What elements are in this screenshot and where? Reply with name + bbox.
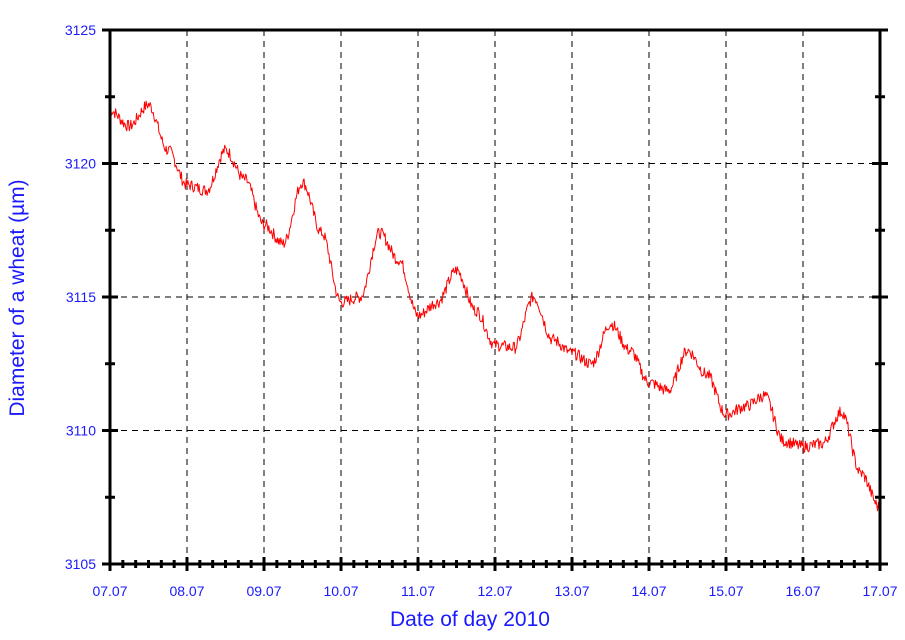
x-axis-title: Date of day 2010 — [390, 608, 550, 631]
x-tick-label: 08.07 — [169, 583, 204, 599]
x-tick-label: 07.07 — [92, 583, 127, 599]
x-tick-labels: 07.07 08.07 09.07 10.07 11.07 12.07 13.07 14.07… — [92, 583, 897, 599]
y-tick-labels: 3105 3110 3115 3120 3125 — [65, 22, 96, 572]
x-tick-label: 16.07 — [785, 583, 820, 599]
x-tick-label: 17.07 — [862, 583, 897, 599]
series-layer — [109, 100, 881, 512]
x-tick-label: 14.07 — [631, 583, 666, 599]
y-tick-label: 3120 — [65, 156, 96, 172]
y-axis-title: Diameter of a wheat (µm) — [6, 179, 29, 416]
x-tick-label: 09.07 — [246, 583, 281, 599]
series-line — [109, 100, 881, 512]
x-tick-label: 11.07 — [401, 583, 435, 599]
y-tick-label: 3125 — [65, 22, 96, 38]
y-tick-label: 3110 — [66, 423, 96, 439]
x-tick-label: 12.07 — [477, 583, 512, 599]
grid-lines — [110, 30, 880, 564]
x-tick-label: 15.07 — [708, 583, 743, 599]
axis-ticks — [102, 28, 888, 571]
x-tick-label: 10.07 — [323, 583, 358, 599]
y-tick-label: 3105 — [65, 556, 96, 572]
x-tick-label: 13.07 — [554, 583, 589, 599]
y-tick-label: 3115 — [66, 289, 96, 305]
